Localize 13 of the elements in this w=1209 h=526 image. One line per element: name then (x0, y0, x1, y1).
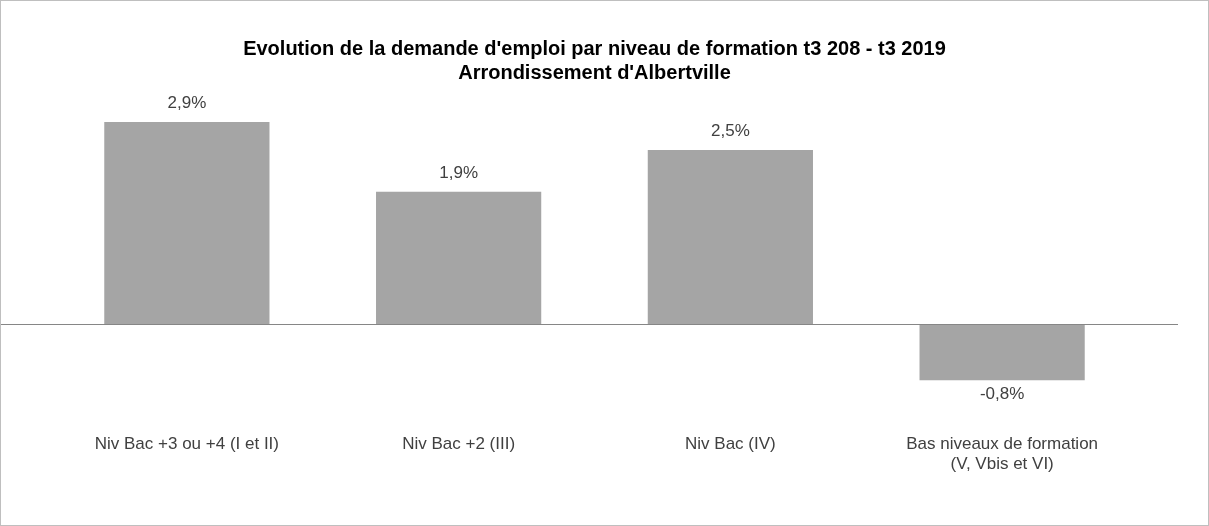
bar (647, 149, 813, 325)
x-tick-label: Niv Bac +3 ou +4 (I et II) (94, 434, 280, 454)
bar (104, 121, 270, 325)
x-tick-label: Bas niveaux de formation (V, Vbis et VI) (906, 434, 1099, 474)
bar (376, 191, 542, 325)
data-label: -0,8% (979, 384, 1025, 404)
x-tick-label: Niv Bac (IV) (685, 434, 776, 454)
data-label: 2,9% (167, 93, 207, 113)
x-tick-label: Niv Bac +2 (III) (402, 434, 516, 454)
chart-title: Evolution de la demande d'emploi par niveau de formation t3 208 - t3 2019 Arrondissement d'Albertville (243, 36, 946, 83)
data-label: 2,5% (711, 121, 750, 141)
bar (919, 324, 1085, 381)
data-label: 1,9% (439, 162, 478, 182)
